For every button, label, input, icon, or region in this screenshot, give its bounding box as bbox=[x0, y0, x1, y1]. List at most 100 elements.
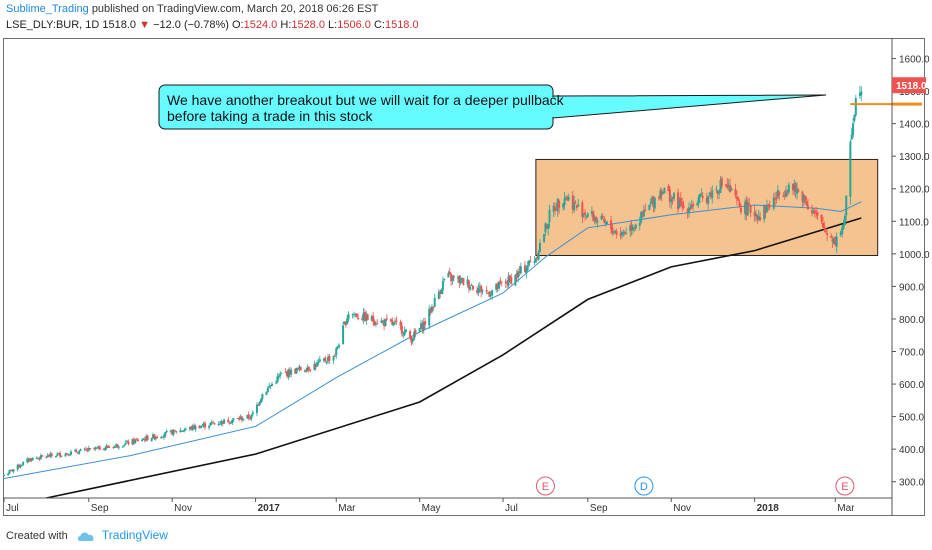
candle-up bbox=[845, 195, 848, 216]
candle-up bbox=[470, 284, 473, 286]
candle-down bbox=[689, 208, 692, 210]
event-marker-circle[interactable] bbox=[535, 476, 555, 496]
candle-up bbox=[547, 223, 550, 230]
candle-up bbox=[210, 422, 213, 424]
candle-up bbox=[585, 215, 588, 217]
candle-down bbox=[75, 450, 78, 453]
candle-down bbox=[108, 446, 111, 448]
candle-up bbox=[727, 185, 730, 187]
candle-up bbox=[842, 224, 845, 230]
candle-up bbox=[104, 447, 107, 451]
candle-down bbox=[11, 469, 14, 472]
candle-down bbox=[38, 458, 41, 460]
price-axis-label: 1300.0 bbox=[899, 152, 930, 163]
candle-down bbox=[641, 211, 644, 215]
candle-up bbox=[145, 436, 148, 441]
last-price: 1518.0 bbox=[102, 19, 137, 31]
candle-down bbox=[452, 275, 455, 278]
event-marker-circle[interactable] bbox=[634, 476, 654, 496]
candle-down bbox=[555, 208, 558, 211]
consolidation-range-box[interactable] bbox=[535, 158, 879, 256]
candle-up bbox=[420, 323, 423, 329]
candle-down bbox=[399, 321, 402, 326]
candle-up bbox=[649, 201, 652, 204]
candle-down bbox=[153, 434, 156, 439]
time-axis-label: Jul bbox=[505, 503, 518, 514]
candle-down bbox=[775, 197, 778, 200]
candle-up bbox=[718, 193, 721, 195]
candle-down bbox=[644, 209, 647, 211]
candle-up bbox=[336, 346, 339, 348]
candle-up bbox=[332, 356, 335, 361]
candle-up bbox=[8, 470, 11, 474]
candle-up bbox=[517, 271, 520, 278]
candle-up bbox=[9, 469, 12, 471]
candle-up bbox=[266, 387, 269, 393]
candle-down bbox=[558, 200, 561, 208]
candle-up bbox=[49, 453, 52, 457]
candle-up bbox=[97, 446, 100, 448]
candle-up bbox=[489, 294, 492, 296]
candle-down bbox=[630, 224, 633, 231]
callout-joint bbox=[552, 97, 555, 117]
candle-up bbox=[447, 273, 450, 278]
tradingview-brand[interactable]: TradingView bbox=[101, 528, 168, 542]
candle-down bbox=[27, 458, 30, 461]
price-axis-label: 1200.0 bbox=[899, 185, 930, 196]
candle-up bbox=[123, 444, 126, 446]
candle-down bbox=[67, 454, 70, 456]
candle-up bbox=[121, 446, 124, 448]
candle-up bbox=[573, 202, 576, 211]
candle-up bbox=[57, 453, 60, 455]
candle-up bbox=[563, 198, 566, 206]
candle-down bbox=[652, 196, 655, 208]
candle-up bbox=[37, 457, 40, 459]
candle-down bbox=[299, 366, 302, 371]
candle-down bbox=[395, 320, 398, 322]
author-link[interactable]: Sublime_Trading bbox=[6, 3, 89, 15]
candle-up bbox=[622, 232, 625, 234]
candle-up bbox=[514, 275, 517, 286]
candle-up bbox=[466, 279, 469, 285]
chart-frame[interactable] bbox=[3, 38, 925, 516]
candle-up bbox=[564, 197, 567, 199]
candle-down bbox=[749, 205, 752, 213]
candle-down bbox=[410, 336, 413, 343]
candle-up bbox=[22, 462, 25, 466]
high-label: H: bbox=[280, 19, 292, 31]
candle-down bbox=[227, 419, 230, 423]
time-axis-label: May bbox=[422, 503, 441, 514]
candle-down bbox=[421, 324, 424, 330]
candle-down bbox=[791, 183, 794, 190]
candle-down bbox=[18, 464, 21, 468]
symbol-label[interactable]: LSE_DLY:BUR, 1D bbox=[6, 19, 100, 31]
candle-down bbox=[619, 232, 622, 237]
candle-up bbox=[31, 457, 34, 460]
candle-up bbox=[776, 189, 779, 198]
candle-up bbox=[60, 455, 63, 457]
candle-up bbox=[528, 260, 531, 266]
event-marker-circle[interactable] bbox=[835, 476, 855, 496]
candle-up bbox=[117, 447, 120, 449]
candle-up bbox=[839, 232, 842, 235]
candle-up bbox=[604, 222, 607, 224]
candle-down bbox=[385, 318, 388, 320]
candle-up bbox=[220, 420, 223, 424]
candle-up bbox=[519, 266, 522, 274]
candle-up bbox=[765, 205, 768, 212]
candle-up bbox=[277, 375, 280, 377]
candle-down bbox=[716, 190, 719, 194]
candle-down bbox=[571, 195, 574, 210]
candle-up bbox=[95, 447, 98, 449]
candle-up bbox=[428, 308, 431, 326]
candle-down bbox=[601, 215, 604, 217]
candle-down bbox=[309, 369, 312, 371]
close-value: 1518.0 bbox=[384, 19, 419, 31]
candle-down bbox=[823, 226, 826, 230]
candle-down bbox=[136, 439, 139, 442]
candle-up bbox=[459, 278, 462, 284]
candle-down bbox=[383, 320, 386, 326]
time-axis-label: Sep bbox=[91, 503, 109, 514]
candle-up bbox=[422, 322, 425, 331]
